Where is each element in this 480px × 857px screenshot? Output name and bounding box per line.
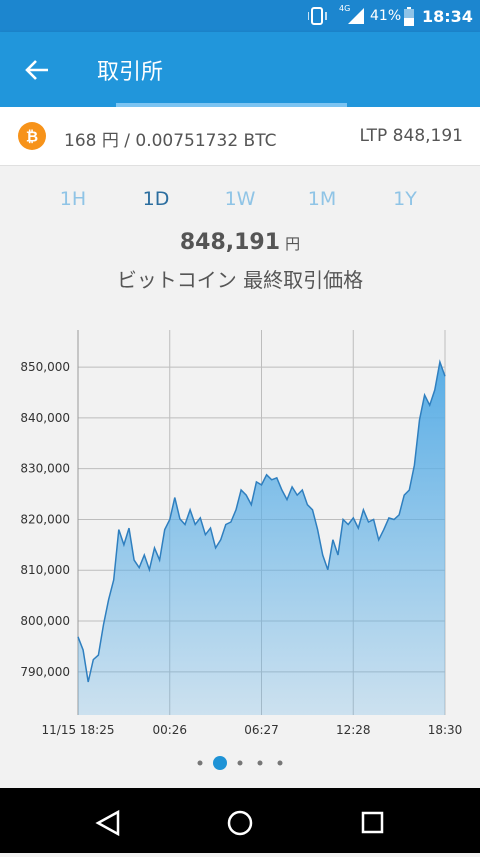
nav-recent[interactable] [361, 811, 384, 834]
chart: 790,000 800,000 810,000 820,000 830,000 840,0… [20, 330, 463, 770]
svg-text:₿: ₿ [26, 128, 38, 146]
nav-home[interactable] [227, 810, 253, 836]
price-unit: 円 [285, 235, 301, 253]
y-tick-label: 840,000 [20, 411, 70, 425]
area-fill [78, 362, 445, 715]
amount: 168 円 / 0.00751732 BTC [64, 131, 277, 151]
x-tick-label: 18:30 [428, 723, 463, 737]
y-tick-label: 790,000 [20, 665, 70, 679]
ltp: LTP 848,191 [359, 126, 463, 146]
nav-back[interactable] [95, 809, 120, 837]
y-tick-label: 830,000 [20, 462, 70, 476]
battery-text: 41% [370, 8, 402, 24]
price-block: 848,191 円 [0, 230, 480, 255]
y-tick-label: 820,000 [20, 512, 70, 526]
nav-bar [0, 788, 480, 853]
pager-dot[interactable] [257, 760, 263, 766]
pager-dot[interactable] [197, 760, 203, 766]
range-tabs: 1H 1D 1W 1M 1Y [0, 188, 480, 218]
range-tab[interactable]: 1D [142, 188, 170, 210]
app-title: 取引所 [97, 60, 164, 85]
y-tick-label: 810,000 [20, 563, 70, 577]
status-icons [308, 7, 364, 25]
pager-dot[interactable] [277, 760, 283, 766]
line [77, 359, 446, 683]
back-button[interactable] [24, 58, 50, 82]
price-caption: ビットコイン 最終取引価格 [116, 268, 364, 292]
nav-icons [95, 809, 384, 837]
range-tab[interactable]: 1H [59, 188, 87, 210]
x-tick-label: 11/15 18:25 [42, 723, 115, 737]
pager-dot[interactable] [237, 760, 243, 766]
x-tick-label: 00:26 [152, 723, 187, 737]
y-tick-label: 850,000 [20, 360, 70, 374]
network: 4G [339, 4, 351, 13]
status-bar: 4G 41% 18:34 [0, 0, 480, 32]
clock: 18:34 [422, 7, 473, 26]
tab-indicator [116, 103, 347, 107]
range-tab[interactable]: 1M [307, 188, 337, 210]
battery-icon [404, 7, 414, 26]
pager-dot-active[interactable] [213, 756, 227, 770]
bitcoin-icon: ₿ [18, 122, 46, 150]
x-tick-label: 06:27 [244, 723, 279, 737]
app-bar: 取引所 [0, 32, 480, 107]
range-tab[interactable]: 1W [224, 188, 256, 210]
range-tab[interactable]: 1Y [393, 188, 417, 210]
y-tick-label: 800,000 [20, 614, 70, 628]
x-tick-label: 12:28 [336, 723, 371, 737]
summary-row: ₿ 168 円 / 0.00751732 BTC LTP 848,191 [0, 107, 480, 166]
price-value: 848,191 [179, 230, 281, 255]
